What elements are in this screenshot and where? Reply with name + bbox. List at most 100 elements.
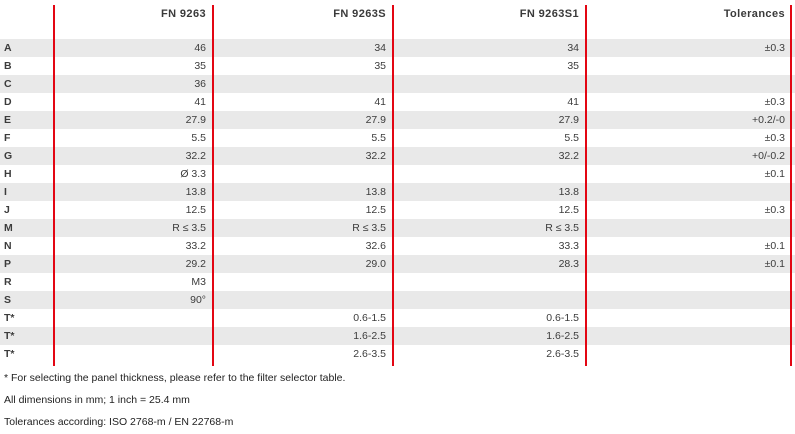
- cell-fn9263: 12.5: [185, 204, 206, 216]
- cell-fn9263s: 35: [374, 60, 386, 72]
- dimension-table: FN 9263 FN 9263S FN 9263S1 Tolerances A …: [0, 0, 795, 363]
- cell-fn9263s: 32.6: [365, 240, 386, 252]
- table-body: A 46 34 34 ±0.3 B 35 35 35 C 36 D: [0, 39, 795, 363]
- footnotes: * For selecting the panel thickness, ple…: [4, 372, 345, 434]
- column-header-fn9263: FN 9263: [161, 8, 206, 20]
- cell-fn9263s: R ≤ 3.5: [352, 222, 386, 234]
- row-label: F: [4, 132, 11, 144]
- row-label: T*: [4, 330, 15, 342]
- cell-tolerance: ±0.3: [764, 132, 785, 144]
- table-row-f: F 5.5 5.5 5.5 ±0.3: [0, 129, 795, 147]
- row-label: D: [4, 96, 12, 108]
- table-row-a: A 46 34 34 ±0.3: [0, 39, 795, 57]
- row-label: P: [4, 258, 12, 270]
- cell-fn9263s: 1.6-2.5: [353, 330, 386, 342]
- row-label: I: [4, 186, 7, 198]
- table-row-m: M R ≤ 3.5 R ≤ 3.5 R ≤ 3.5: [0, 219, 795, 237]
- footnote-tolerances: Tolerances according: ISO 2768-m / EN 22…: [4, 416, 234, 428]
- cell-fn9263s1: R ≤ 3.5: [545, 222, 579, 234]
- column-divider-2: [212, 5, 214, 366]
- column-divider-5: [790, 5, 792, 366]
- table-row-b: B 35 35 35: [0, 57, 795, 75]
- row-label: C: [4, 78, 12, 90]
- table-row-n: N 33.2 32.6 33.3 ±0.1: [0, 237, 795, 255]
- cell-fn9263: 29.2: [185, 258, 206, 270]
- cell-fn9263s: 0.6-1.5: [353, 312, 386, 324]
- cell-tolerance: ±0.1: [764, 168, 785, 180]
- cell-fn9263: 46: [194, 42, 206, 54]
- row-label: S: [4, 294, 12, 306]
- cell-fn9263: 90°: [190, 294, 206, 306]
- cell-fn9263s1: 32.2: [558, 150, 579, 162]
- row-label: H: [4, 168, 12, 180]
- row-label: R: [4, 276, 12, 288]
- cell-fn9263: Ø 3.3: [180, 168, 206, 180]
- cell-fn9263s1: 28.3: [558, 258, 579, 270]
- cell-fn9263: 27.9: [185, 114, 206, 126]
- table-row-h: H Ø 3.3 ±0.1: [0, 165, 795, 183]
- cell-fn9263s1: 34: [567, 42, 579, 54]
- cell-tolerance: ±0.1: [764, 258, 785, 270]
- cell-fn9263s: 27.9: [365, 114, 386, 126]
- footnote-panel-thickness: * For selecting the panel thickness, ple…: [4, 372, 346, 384]
- row-label: A: [4, 42, 12, 54]
- cell-fn9263: 35: [194, 60, 206, 72]
- cell-fn9263s1: 0.6-1.5: [546, 312, 579, 324]
- cell-tolerance: ±0.3: [764, 204, 785, 216]
- cell-fn9263s: 34: [374, 42, 386, 54]
- cell-fn9263: R ≤ 3.5: [172, 222, 206, 234]
- cell-fn9263: 36: [194, 78, 206, 90]
- table-row-i: I 13.8 13.8 13.8: [0, 183, 795, 201]
- cell-tolerance: ±0.1: [764, 240, 785, 252]
- cell-fn9263: 33.2: [185, 240, 206, 252]
- column-header-tolerances: Tolerances: [723, 8, 785, 20]
- row-label: E: [4, 114, 12, 126]
- cell-fn9263s: 5.5: [371, 132, 386, 144]
- footnote-dimensions: All dimensions in mm; 1 inch = 25.4 mm: [4, 394, 190, 406]
- cell-tolerance: +0/-0.2: [752, 150, 785, 162]
- table-row-j: J 12.5 12.5 12.5 ±0.3: [0, 201, 795, 219]
- cell-tolerance: ±0.3: [764, 96, 785, 108]
- row-label: T*: [4, 312, 15, 324]
- cell-fn9263s1: 2.6-3.5: [546, 348, 579, 360]
- column-divider-3: [392, 5, 394, 366]
- cell-fn9263s1: 12.5: [558, 204, 579, 216]
- cell-fn9263s1: 35: [567, 60, 579, 72]
- cell-fn9263s: 13.8: [365, 186, 386, 198]
- cell-fn9263s: 32.2: [365, 150, 386, 162]
- cell-fn9263s1: 1.6-2.5: [546, 330, 579, 342]
- cell-fn9263s: 41: [374, 96, 386, 108]
- table-row-d: D 41 41 41 ±0.3: [0, 93, 795, 111]
- table-row-e: E 27.9 27.9 27.9 +0.2/-0: [0, 111, 795, 129]
- cell-fn9263: 13.8: [185, 186, 206, 198]
- cell-fn9263s1: 5.5: [564, 132, 579, 144]
- cell-fn9263s1: 13.8: [558, 186, 579, 198]
- row-label: N: [4, 240, 12, 252]
- cell-fn9263s1: 33.3: [558, 240, 579, 252]
- cell-fn9263: 5.5: [191, 132, 206, 144]
- cell-fn9263: M3: [191, 276, 206, 288]
- table-header-row: FN 9263 FN 9263S FN 9263S1 Tolerances: [0, 0, 795, 39]
- row-label: G: [4, 150, 13, 162]
- cell-fn9263s: 2.6-3.5: [353, 348, 386, 360]
- cell-fn9263s: 29.0: [365, 258, 386, 270]
- row-label: M: [4, 222, 13, 234]
- column-divider-4: [585, 5, 587, 366]
- table-row-g: G 32.2 32.2 32.2 +0/-0.2: [0, 147, 795, 165]
- cell-fn9263: 32.2: [185, 150, 206, 162]
- table-row-t1: T* 0.6-1.5 0.6-1.5: [0, 309, 795, 327]
- cell-tolerance: ±0.3: [764, 42, 785, 54]
- cell-fn9263s: 12.5: [365, 204, 386, 216]
- table-row-p: P 29.2 29.0 28.3 ±0.1: [0, 255, 795, 273]
- row-label: J: [4, 204, 10, 216]
- row-label: T*: [4, 348, 15, 360]
- table-row-c: C 36: [0, 75, 795, 93]
- cell-fn9263: 41: [194, 96, 206, 108]
- column-header-fn9263s1: FN 9263S1: [519, 8, 579, 20]
- cell-fn9263s1: 27.9: [558, 114, 579, 126]
- cell-fn9263s1: 41: [567, 96, 579, 108]
- row-label: B: [4, 60, 12, 72]
- column-divider-1: [53, 5, 55, 366]
- column-header-fn9263s: FN 9263S: [333, 8, 386, 20]
